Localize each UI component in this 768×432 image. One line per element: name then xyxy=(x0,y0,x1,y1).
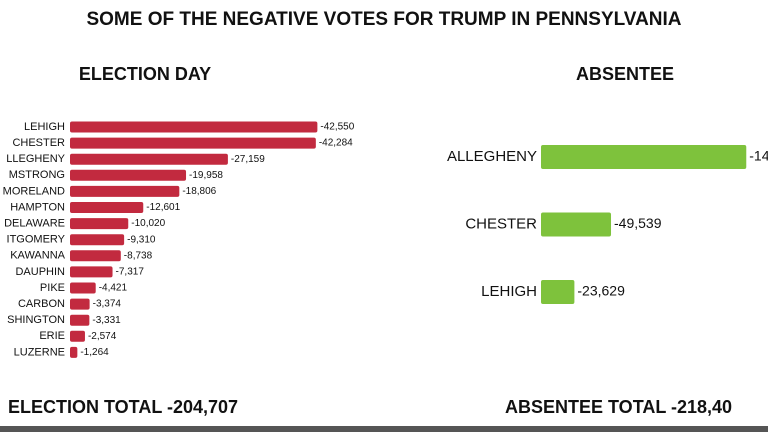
bar xyxy=(541,212,612,237)
category-label: LEHIGH xyxy=(481,283,537,300)
value-label: -7,317 xyxy=(116,267,145,278)
category-label: LLEGHENY xyxy=(6,153,65,165)
category-label: CHESTER xyxy=(12,137,65,149)
category-label: MORELAND xyxy=(3,185,65,197)
category-label: LEHIGH xyxy=(24,121,65,133)
bar xyxy=(70,266,113,278)
bar xyxy=(541,280,575,304)
bar xyxy=(541,145,747,169)
value-label: -12,601 xyxy=(146,202,180,213)
category-label: SHINGTON xyxy=(7,314,65,326)
bar xyxy=(70,218,129,230)
bar xyxy=(70,153,228,165)
category-label: ALLEGHENY xyxy=(447,148,537,165)
bar xyxy=(70,282,96,294)
category-label: KAWANNA xyxy=(10,250,65,262)
value-label: -42,550 xyxy=(320,122,354,133)
value-label: -3,374 xyxy=(93,299,122,310)
value-label: -4,421 xyxy=(99,283,128,294)
value-label: -2,574 xyxy=(88,331,117,342)
value-label: -42,284 xyxy=(319,138,353,149)
total-label: ELECTION TOTAL -204,707 xyxy=(8,397,238,417)
value-label: -27,159 xyxy=(231,154,265,165)
bar xyxy=(70,137,316,149)
bar xyxy=(70,346,78,358)
bar xyxy=(70,202,144,213)
category-label: ERIE xyxy=(39,330,65,342)
bar xyxy=(70,330,85,342)
value-label: -1,264 xyxy=(80,347,109,358)
value-label: -9,310 xyxy=(127,234,156,245)
bar xyxy=(70,250,121,262)
value-label: -3,331 xyxy=(92,315,121,326)
value-label: -18,806 xyxy=(182,186,216,197)
value-label: -23,629 xyxy=(577,283,625,299)
category-label: PIKE xyxy=(40,282,65,294)
page-title: SOME OF THE NEGATIVE VOTES FOR TRUMP IN … xyxy=(86,9,681,30)
bar xyxy=(70,298,90,310)
bar xyxy=(70,121,318,133)
bar xyxy=(70,234,125,246)
bar xyxy=(70,169,187,181)
chart-title: ELECTION DAY xyxy=(79,64,211,84)
category-label: ITGOMERY xyxy=(7,234,66,246)
category-label: HAMPTON xyxy=(10,201,65,213)
total-label: ABSENTEE TOTAL -218,40 xyxy=(505,397,732,417)
category-label: DAUPHIN xyxy=(15,266,65,278)
value-label: -10,020 xyxy=(131,218,165,229)
value-label: -19,958 xyxy=(189,170,223,181)
category-label: CHESTER xyxy=(465,215,537,232)
category-label: DELAWARE xyxy=(4,218,65,230)
value-label: -8,738 xyxy=(124,250,153,261)
bar xyxy=(70,314,90,326)
category-label: CARBON xyxy=(18,298,65,310)
category-label: LUZERNE xyxy=(14,346,65,358)
chart-title: ABSENTEE xyxy=(576,64,674,84)
value-label: -49,539 xyxy=(614,215,662,231)
bottom-strip xyxy=(0,426,768,432)
bar xyxy=(70,185,180,197)
value-label: -14 xyxy=(749,148,768,164)
category-label: MSTRONG xyxy=(9,169,65,181)
